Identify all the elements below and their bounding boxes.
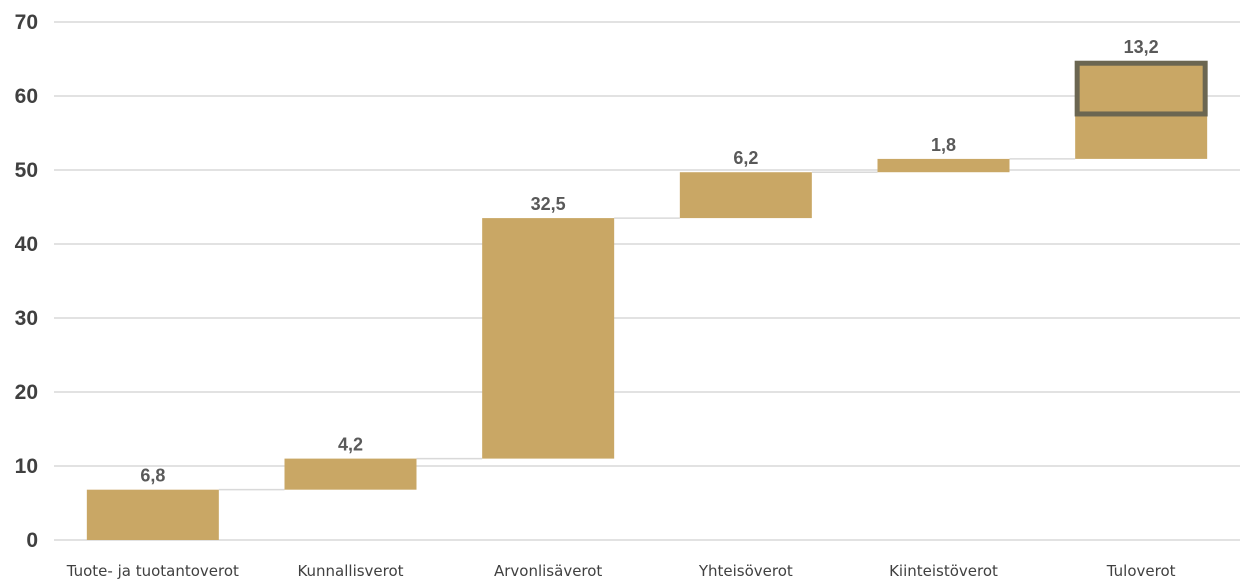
x-tick-label: Yhteisöverot (698, 562, 793, 579)
x-tick-label: Kunnallisverot (297, 562, 403, 579)
bar-tuote-ja-tuotantoverot (87, 490, 219, 540)
y-tick-label: 0 (26, 529, 38, 552)
y-axis-ticks: 0 10 20 30 40 50 60 70 (15, 11, 38, 552)
y-tick-label: 40 (15, 233, 38, 256)
data-label: 4,2 (338, 435, 363, 455)
y-tick-label: 20 (15, 381, 38, 404)
x-tick-label: Kiinteistöverot (889, 562, 998, 579)
bar-kunnallisverot (285, 459, 417, 490)
data-label: 1,8 (931, 135, 956, 155)
x-tick-label: Tuloverot (1106, 562, 1176, 579)
data-label: 32,5 (531, 194, 566, 214)
bar-arvonlisaverot (482, 218, 614, 459)
x-tick-label: Arvonlisäverot (494, 562, 602, 579)
x-axis-ticks: Tuote- ja tuotantoverot Kunnallisverot Arv… (66, 562, 1176, 579)
gridlines (54, 22, 1240, 540)
bar-kiinteistoverot (878, 159, 1010, 172)
data-label: 13,2 (1124, 37, 1159, 57)
y-tick-label: 50 (15, 159, 38, 182)
y-tick-label: 10 (15, 455, 38, 478)
data-label: 6,8 (140, 466, 165, 486)
data-labels: 6,8 4,2 32,5 6,2 1,8 13,2 (140, 37, 1158, 485)
bar-tuloverot (1075, 61, 1207, 159)
bars (87, 61, 1207, 540)
data-label: 6,2 (733, 148, 758, 168)
bar-yhteisoverot (680, 172, 812, 218)
y-tick-label: 60 (15, 85, 38, 108)
y-tick-label: 70 (15, 11, 38, 34)
y-tick-label: 30 (15, 307, 38, 330)
x-tick-label: Tuote- ja tuotantoverot (66, 562, 239, 579)
